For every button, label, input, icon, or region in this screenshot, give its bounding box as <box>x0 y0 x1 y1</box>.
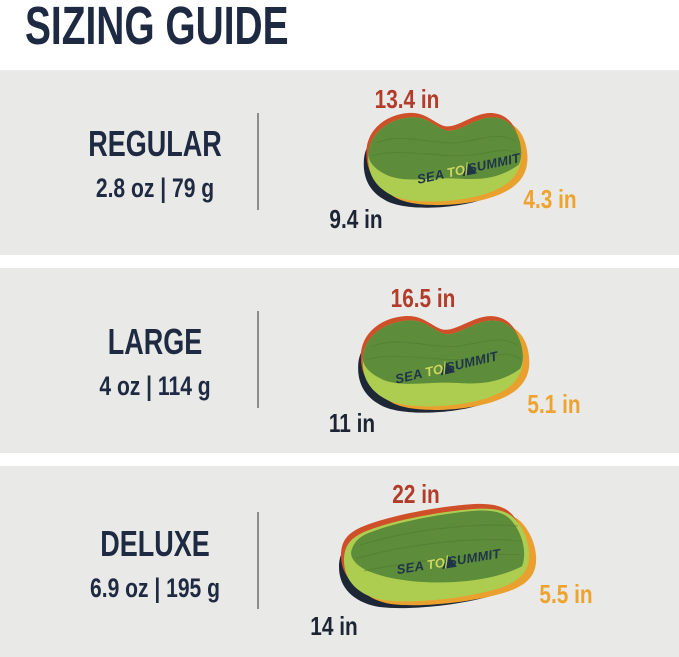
vertical-divider <box>257 113 259 210</box>
pillow-illustration <box>339 503 537 609</box>
size-row-deluxe: DELUXE 6.9 oz | 195 g SEA TO SUMMIT 22 in … <box>0 466 679 657</box>
sea-to-summit-logo-icon <box>440 361 456 376</box>
size-name: DELUXE <box>100 523 210 564</box>
brand-logo: SEA TO SUMMIT <box>416 150 522 187</box>
pillow-illustration <box>358 315 530 413</box>
pillow-top-surface <box>351 510 525 583</box>
size-weight: 6.9 oz | 195 g <box>90 573 220 603</box>
pillow-top-surface <box>368 117 522 180</box>
baffle-lines <box>366 339 522 361</box>
dimension-height: 5.5 in <box>539 579 593 609</box>
size-label-block: REGULAR 2.8 oz | 79 g <box>30 126 280 202</box>
size-weight: 2.8 oz | 79 g <box>95 173 215 203</box>
size-weight: 4 oz | 114 g <box>99 371 211 401</box>
size-row-large: LARGE 4 oz | 114 g SEA TO SUMMIT 16.5 in 5… <box>0 268 679 453</box>
pillow-top-surface <box>362 320 523 384</box>
page-title: SIZING GUIDE <box>25 0 289 56</box>
brand-logo: SEA TO SUMMIT <box>394 348 500 386</box>
dimension-width: 9.4 in <box>329 204 383 234</box>
size-name: REGULAR <box>88 123 222 164</box>
dimension-length: 13.4 in <box>374 84 440 114</box>
dimension-width: 14 in <box>310 611 358 641</box>
pillow-image-deluxe: SEA TO SUMMIT <box>334 503 544 616</box>
dimension-length: 16.5 in <box>390 283 456 313</box>
dimension-height: 5.1 in <box>527 389 581 419</box>
dimension-length: 22 in <box>392 479 440 509</box>
pillow-image-regular: SEA TO SUMMIT <box>356 106 530 211</box>
pillow-image-large: SEA TO SUMMIT <box>350 309 532 416</box>
dimension-height: 4.3 in <box>523 184 577 214</box>
pillow-illustration <box>363 112 528 208</box>
vertical-divider <box>257 512 259 609</box>
dimension-width: 11 in <box>328 408 376 438</box>
sea-to-summit-logo-icon <box>442 554 457 570</box>
size-label-block: LARGE 4 oz | 114 g <box>30 324 280 400</box>
size-label-block: DELUXE 6.9 oz | 195 g <box>30 526 280 602</box>
baffle-lines <box>371 135 520 157</box>
sea-to-summit-logo-icon <box>462 162 478 177</box>
brand-logo: SEA TO SUMMIT <box>395 546 501 577</box>
vertical-divider <box>257 311 259 408</box>
size-name: LARGE <box>107 321 203 362</box>
size-row-regular: REGULAR 2.8 oz | 79 g SEA TO SUMMIT 13.4 i… <box>0 70 679 255</box>
